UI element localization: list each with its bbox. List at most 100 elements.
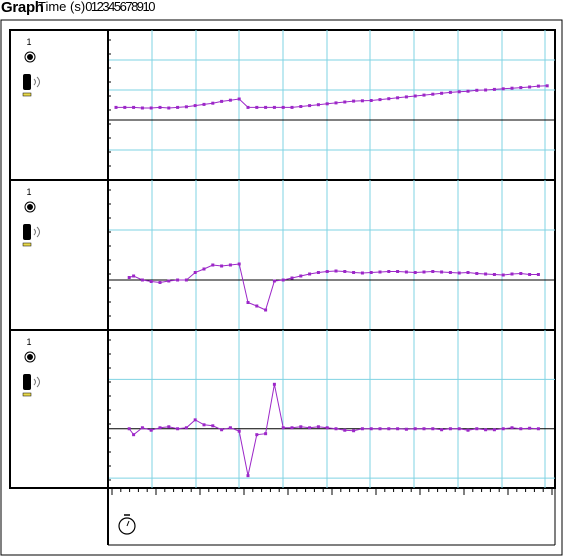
data-point xyxy=(352,271,356,274)
data-point xyxy=(510,86,514,90)
data-point xyxy=(272,279,276,283)
record-dot-icon[interactable] xyxy=(24,51,36,63)
record-dot-icon-center xyxy=(27,354,33,360)
data-point xyxy=(308,104,312,108)
data-point xyxy=(211,424,215,428)
channel-label: 1 xyxy=(26,187,31,197)
data-point xyxy=(492,87,496,91)
series-line xyxy=(116,85,548,109)
sensor-probe-icon[interactable] xyxy=(23,374,31,390)
data-point xyxy=(334,427,338,431)
data-point xyxy=(528,85,532,89)
data-point xyxy=(158,105,162,109)
data-point xyxy=(193,418,197,422)
time-tick-label: 8 xyxy=(131,0,138,14)
data-point xyxy=(246,474,250,478)
data-point xyxy=(202,423,206,427)
sensor-probe-icon[interactable] xyxy=(23,74,31,90)
time-tick-label: 1 xyxy=(90,0,98,14)
data-point xyxy=(501,273,505,277)
data-point xyxy=(475,272,479,275)
sensor-probe-icon[interactable] xyxy=(23,224,31,240)
data-point xyxy=(378,270,382,274)
data-point xyxy=(422,270,426,274)
data-point xyxy=(528,426,532,430)
stopwatch-icon[interactable] xyxy=(118,517,136,535)
data-point xyxy=(127,276,131,279)
data-point xyxy=(290,276,294,280)
record-dot-icon-center xyxy=(27,54,33,60)
data-point xyxy=(237,262,241,266)
data-point xyxy=(220,264,224,268)
data-point xyxy=(290,426,294,430)
data-point xyxy=(404,95,408,99)
data-point xyxy=(484,272,488,276)
data-point xyxy=(396,270,400,273)
data-point xyxy=(290,105,294,109)
data-point xyxy=(176,105,180,109)
data-point xyxy=(158,426,162,430)
data-point xyxy=(404,427,408,431)
data-point xyxy=(281,278,285,282)
data-point xyxy=(431,92,435,96)
data-point xyxy=(413,94,417,98)
data-point xyxy=(519,427,523,431)
data-point xyxy=(510,272,514,276)
data-point xyxy=(492,428,496,432)
signal-waves-icon xyxy=(33,376,40,388)
data-point xyxy=(211,263,215,267)
data-point xyxy=(484,428,488,432)
data-point xyxy=(184,278,188,282)
data-point xyxy=(167,425,171,429)
sensor-badge-icon xyxy=(22,92,32,97)
data-point xyxy=(440,91,444,95)
data-point xyxy=(369,271,373,274)
time-tick-label: 9 xyxy=(136,0,144,14)
data-point xyxy=(519,272,523,275)
data-point xyxy=(228,98,232,102)
data-point xyxy=(123,105,127,109)
time-tick-label: 0 xyxy=(85,0,92,14)
data-point xyxy=(127,427,131,431)
channel-label: 1 xyxy=(26,337,31,347)
data-point xyxy=(422,93,426,97)
data-point xyxy=(149,106,153,110)
data-point xyxy=(466,428,470,432)
data-point xyxy=(325,102,329,106)
data-point xyxy=(193,271,197,274)
data-point xyxy=(220,428,224,432)
data-point xyxy=(149,428,153,432)
data-point xyxy=(448,90,452,94)
data-point xyxy=(501,87,505,91)
data-point xyxy=(360,99,364,103)
time-axis-label: Time (s)012345678910 xyxy=(38,0,156,14)
data-point xyxy=(334,101,338,105)
outer-border xyxy=(0,19,563,556)
data-point xyxy=(466,89,470,93)
data-point xyxy=(378,98,382,102)
record-dot-icon[interactable] xyxy=(24,201,36,213)
data-point xyxy=(413,271,417,274)
data-point xyxy=(316,425,320,429)
data-point xyxy=(140,426,144,430)
data-point xyxy=(281,426,285,430)
time-axis-tick-labels: 012345678910 xyxy=(85,0,155,14)
record-dot-icon-center xyxy=(27,204,33,210)
data-point xyxy=(387,97,391,101)
data-point xyxy=(167,279,171,283)
data-point xyxy=(316,271,320,274)
data-point xyxy=(484,88,488,92)
data-point xyxy=(132,433,136,437)
data-point xyxy=(528,273,532,276)
data-point xyxy=(149,280,153,283)
data-point xyxy=(396,96,400,100)
record-dot-icon[interactable] xyxy=(24,351,36,363)
time-tick-label: 5 xyxy=(113,0,121,14)
data-point xyxy=(255,304,259,308)
data-point xyxy=(369,427,373,431)
data-point xyxy=(378,427,382,431)
data-point xyxy=(158,281,162,284)
data-point xyxy=(352,99,356,103)
data-point xyxy=(343,270,347,273)
stopwatch-icon-hand xyxy=(126,520,130,527)
